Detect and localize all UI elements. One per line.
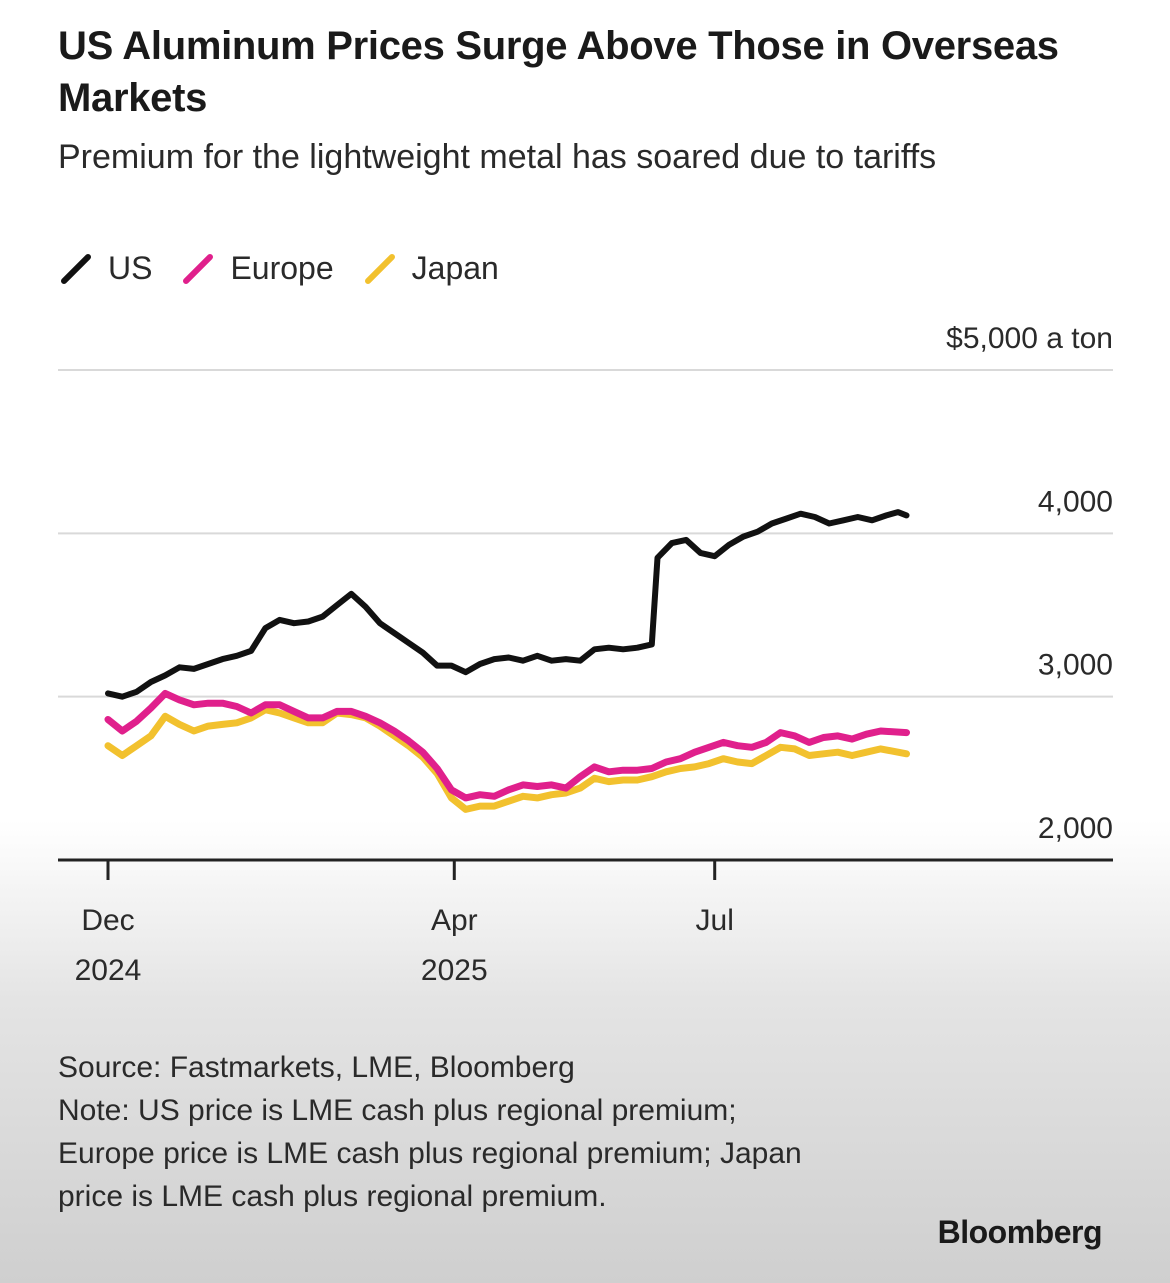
legend-label-japan: Japan — [411, 249, 499, 286]
chart-legend: US Europe Japan — [58, 246, 527, 290]
grid-lines — [58, 369, 1113, 698]
series-line-us — [105, 509, 910, 700]
legend-label-europe: Europe — [230, 249, 334, 286]
legend-item-europe: Europe — [180, 249, 334, 287]
x-tick-label-dec: Dec — [81, 904, 134, 937]
legend-item-us: US — [58, 250, 152, 287]
chart-title: US Aluminum Prices Surge Above Those in … — [58, 24, 1059, 120]
legend-item-japan: Japan — [362, 250, 499, 287]
x-tick-label-2024: 2024 — [75, 954, 142, 987]
note-text: Note: US price is LME cash plus regional… — [58, 1094, 802, 1213]
source-text: Source: Fastmarkets, LME, Bloomberg — [58, 1051, 575, 1084]
x-axis — [58, 858, 1113, 880]
x-tick-label-2025: 2025 — [421, 954, 488, 987]
price-line-chart: 2,000 3,000 4,000 $5,000 a ton Dec 2024 Apr 202… — [58, 322, 1113, 987]
chart-footer: Source: Fastmarkets, LME, Bloomberg Note… — [58, 1046, 838, 1218]
axis-labels: 2,000 3,000 4,000 $5,000 a ton Dec 2024 Apr 202… — [75, 322, 1113, 987]
series-line-europe — [104, 689, 910, 802]
y-tick-label-5000: $5,000 a ton — [946, 322, 1113, 355]
bloomberg-logo: Bloomberg — [937, 1214, 1103, 1250]
legend-swatch-us — [61, 254, 91, 284]
x-tick-label-jul: Jul — [696, 904, 734, 937]
y-tick-label-2000: 2,000 — [1038, 812, 1113, 845]
legend-swatch-europe — [183, 254, 214, 284]
legend-swatch-japan — [364, 254, 395, 284]
chart-subtitle: Premium for the lightweight metal has so… — [58, 138, 937, 176]
series-lines — [104, 509, 910, 813]
legend-label-us: US — [108, 249, 153, 286]
y-tick-label-3000: 3,000 — [1038, 649, 1113, 682]
y-tick-label-4000: 4,000 — [1038, 485, 1113, 518]
series-line-japan — [104, 706, 910, 813]
x-tick-label-apr: Apr — [431, 904, 478, 937]
